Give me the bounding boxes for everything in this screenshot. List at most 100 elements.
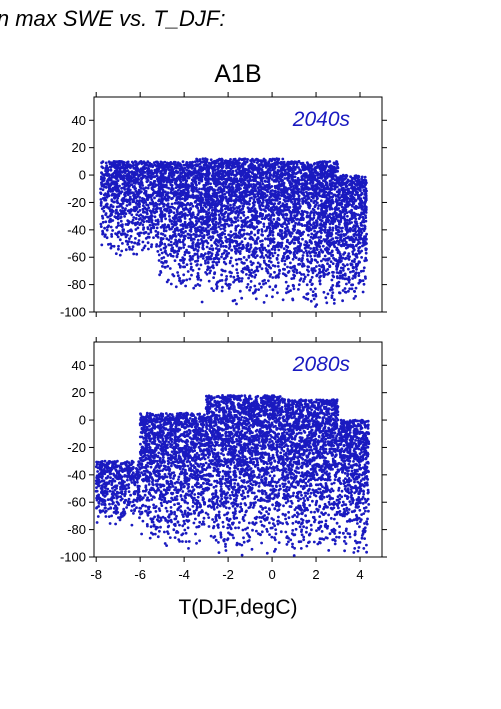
- data-point: [182, 231, 185, 235]
- data-point: [128, 188, 132, 192]
- data-point: [126, 175, 129, 179]
- data-point: [243, 162, 247, 166]
- data-point: [197, 219, 201, 223]
- data-point: [214, 242, 218, 246]
- data-point: [267, 222, 271, 225]
- data-point: [249, 191, 253, 195]
- data-point: [255, 265, 259, 269]
- data-point: [212, 174, 215, 178]
- data-point: [318, 194, 322, 198]
- data-point: [256, 236, 260, 240]
- data-point: [201, 257, 205, 260]
- data-point: [121, 229, 125, 233]
- data-point: [181, 280, 185, 284]
- data-point: [234, 165, 237, 169]
- data-point: [228, 187, 232, 191]
- data-point: [314, 251, 317, 255]
- data-point: [231, 240, 234, 244]
- data-point: [239, 216, 243, 220]
- data-point: [167, 243, 171, 247]
- data-point: [256, 194, 260, 198]
- data-point: [265, 227, 269, 230]
- data-point: [247, 276, 251, 280]
- data-point: [200, 238, 203, 241]
- data-point: [240, 247, 244, 251]
- data-point: [331, 226, 335, 230]
- data-point: [244, 223, 247, 227]
- data-point: [144, 237, 148, 240]
- data-point: [145, 219, 149, 223]
- data-point: [151, 182, 155, 186]
- data-point: [156, 250, 160, 253]
- data-point: [187, 245, 191, 248]
- data-point: [260, 159, 264, 163]
- data-point: [223, 161, 227, 165]
- data-point: [152, 236, 155, 240]
- data-point: [282, 254, 285, 258]
- data-point: [119, 212, 123, 216]
- data-point: [182, 246, 186, 249]
- data-point: [152, 205, 156, 208]
- data-point: [120, 225, 124, 229]
- data-point: [243, 266, 247, 270]
- data-point: [178, 186, 182, 190]
- data-point: [147, 206, 151, 210]
- data-point: [127, 237, 131, 241]
- data-point: [172, 211, 176, 215]
- data-point: [166, 197, 170, 201]
- data-point: [268, 275, 272, 278]
- data-point: [151, 200, 155, 204]
- data-point: [177, 247, 181, 251]
- data-point: [232, 245, 236, 248]
- data-point: [266, 190, 270, 194]
- data-point: [250, 196, 253, 200]
- data-point: [309, 254, 313, 258]
- data-point: [306, 273, 310, 277]
- data-point: [220, 289, 224, 293]
- data-point: [169, 183, 173, 187]
- data-point: [212, 266, 215, 270]
- data-point: [182, 163, 186, 167]
- data-point: [270, 221, 274, 225]
- data-point: [228, 183, 231, 186]
- data-point: [105, 228, 109, 232]
- data-point: [100, 207, 104, 211]
- data-point: [241, 207, 244, 211]
- data-point: [265, 176, 269, 180]
- data-point: [212, 231, 216, 235]
- data-point: [159, 248, 163, 252]
- data-point: [201, 157, 205, 161]
- data-point: [131, 200, 135, 204]
- data-point: [282, 267, 285, 271]
- data-point: [271, 288, 275, 292]
- data-point: [257, 190, 261, 193]
- data-point: [165, 180, 169, 184]
- data-point: [138, 170, 142, 174]
- data-point: [200, 300, 204, 304]
- data-point: [204, 183, 208, 187]
- data-point: [246, 179, 250, 183]
- data-point: [105, 170, 109, 174]
- data-point: [252, 198, 256, 201]
- data-point: [296, 202, 299, 206]
- data-point: [208, 202, 212, 206]
- data-point: [154, 160, 158, 164]
- data-point: [233, 278, 237, 282]
- data-point: [190, 163, 194, 167]
- data-point: [227, 185, 231, 189]
- data-point: [284, 244, 288, 248]
- data-point: [277, 193, 281, 197]
- data-point: [224, 244, 228, 248]
- data-point: [236, 219, 240, 222]
- data-point: [254, 179, 257, 183]
- data-point: [99, 198, 103, 201]
- data-point: [202, 166, 206, 170]
- data-point: [126, 187, 129, 191]
- data-point: [280, 241, 284, 245]
- data-point: [115, 175, 119, 179]
- data-point: [189, 194, 193, 198]
- data-point: [176, 210, 179, 214]
- data-point: [145, 212, 149, 216]
- data-point: [160, 257, 164, 260]
- data-point: [176, 170, 180, 174]
